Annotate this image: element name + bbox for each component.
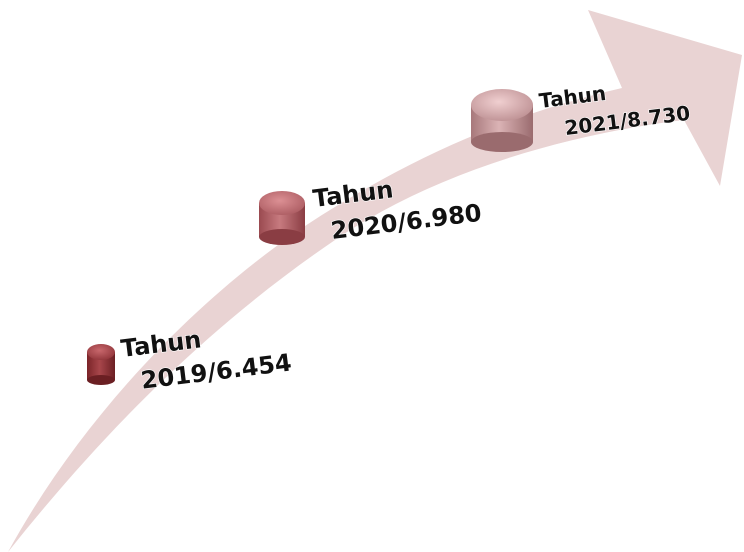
- curved-arrow: [8, 10, 742, 552]
- cylinder-2019-icon: [87, 344, 115, 385]
- milestone-2021: Tahun 2021/8.730: [471, 80, 692, 152]
- svg-text:Tahun 2019/6.454: Tahun 2019/6.454: [119, 315, 293, 397]
- svg-text:Tahun 2020/6.980: Tahun 2020/6.980: [311, 165, 483, 247]
- milestone-2019: Tahun 2019/6.454: [87, 315, 294, 397]
- milestone-2019-title: Tahun: [119, 325, 203, 363]
- cylinder-2021-icon: [471, 89, 533, 152]
- cylinder-2020-icon: [259, 191, 305, 245]
